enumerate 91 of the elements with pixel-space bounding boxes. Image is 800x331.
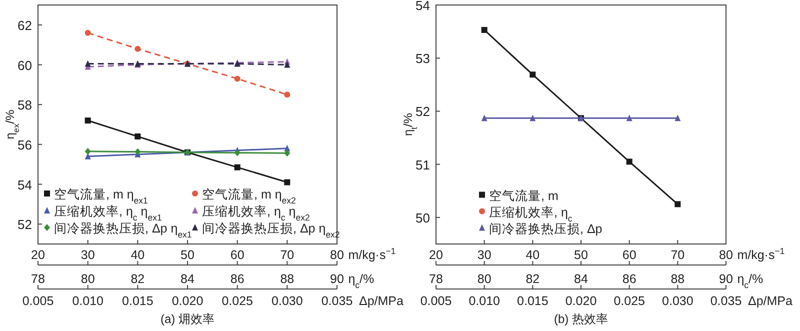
y-tick-label: 53 [416, 51, 430, 66]
x-tick-label: 30 [477, 248, 492, 262]
text: 0.010 [468, 294, 500, 308]
legend-label: 空气流量, m η$_{ex1}$ [54, 186, 148, 206]
text: (a) 㶲效率 [160, 312, 214, 326]
x-tick-label: 50 [180, 248, 194, 262]
text: 0.020 [172, 294, 204, 308]
y-tick-label: 52 [18, 217, 32, 232]
point [84, 148, 91, 155]
y-tick-label: 52 [416, 104, 430, 120]
text: 0.025 [222, 294, 254, 308]
x-tick-label: 80 [330, 248, 344, 262]
point [284, 179, 290, 186]
x-tick-label: 30 [80, 248, 95, 262]
text: Δp/MPa [359, 294, 404, 308]
point [84, 118, 91, 124]
x-tick-label: 40 [526, 248, 540, 262]
text: (b) 热效率 [554, 312, 608, 326]
y-tick-label: 54 [18, 177, 32, 192]
point [481, 26, 488, 33]
y-tick-label: 62 [18, 18, 32, 33]
x2-tick-label: 78 [429, 272, 443, 286]
text: 0.015 [517, 294, 548, 308]
legend-label: 间冷器换热压损, Δp [489, 222, 602, 236]
y-tick-label: 51 [416, 157, 430, 172]
x-tick-label: 70 [670, 248, 685, 262]
text: Δp/MPa [748, 294, 793, 308]
point [234, 149, 240, 156]
x2-tick-label: 84 [574, 272, 588, 286]
x2-tick-label: 90 [719, 272, 733, 286]
text: 0.020 [565, 294, 597, 308]
x2-tick-label: 84 [180, 272, 194, 286]
x2-tick-label: 80 [80, 272, 95, 286]
x-tick-label: 50 [574, 248, 588, 262]
legend-label: 间冷器换热压损, Δp η$_{ex1}$ [54, 222, 192, 240]
point [626, 158, 632, 165]
text: 0.005 [420, 294, 452, 308]
point [84, 60, 91, 67]
point [134, 46, 141, 52]
x-axis-title: m/kg·s$^{−1}$ [348, 246, 396, 262]
point [284, 92, 290, 98]
text: 0.030 [272, 294, 303, 308]
x2-axis-title: η$_{c}$/% [348, 272, 374, 290]
point [284, 150, 290, 157]
x-tick-label: 70 [280, 248, 294, 262]
x2-axis-title: η$_{c}$/% [737, 272, 764, 290]
text: 0.030 [662, 294, 694, 308]
x-tick-label: 60 [230, 248, 244, 262]
point [284, 61, 290, 68]
point [674, 114, 681, 122]
y-tick-label: 60 [18, 58, 32, 73]
x-tick-label: 60 [622, 248, 636, 262]
x2-tick-label: 86 [622, 272, 636, 286]
x2-tick-label: 88 [280, 272, 294, 286]
point [530, 72, 536, 78]
x2-tick-label: 78 [31, 272, 45, 286]
y-tick-label: 56 [18, 137, 32, 152]
point [626, 114, 632, 122]
y-tick-label: 50 [416, 210, 430, 226]
legend-label: 压缩机效率, η$_{c}$ [489, 204, 573, 224]
text: 0.025 [614, 294, 646, 308]
y-tick-label: 54 [416, 0, 430, 13]
point [234, 164, 240, 170]
point [234, 76, 240, 82]
legend-label: 空气流量, m [489, 188, 558, 203]
x2-tick-label: 82 [526, 272, 540, 286]
x2-tick-label: 88 [670, 272, 685, 286]
x-tick-label: 20 [429, 248, 443, 262]
point [674, 201, 681, 208]
text: 0.035 [321, 294, 353, 308]
point [84, 30, 91, 36]
legend-label: 压缩机效率, η$_{c}$ η$_{ex1}$ [54, 204, 162, 222]
x2-tick-label: 90 [330, 272, 344, 286]
x-tick-label: 20 [31, 248, 45, 262]
x-axis-title: m/kg·s$^{−1}$ [737, 246, 785, 262]
x2-tick-label: 86 [230, 272, 244, 286]
point [481, 114, 488, 122]
point [134, 148, 141, 156]
text: 0.005 [22, 294, 54, 308]
legend-label: 空气流量, m η$_{ex2}$ [202, 186, 296, 206]
x2-tick-label: 82 [130, 272, 145, 286]
legend-label: 压缩机效率, η$_{c}$ η$_{ex2}$ [202, 204, 310, 222]
text: 0.035 [710, 294, 742, 308]
x2-tick-label: 80 [477, 272, 492, 286]
text: 0.010 [72, 294, 104, 308]
text: 0.015 [122, 294, 154, 308]
y-tick-label: 58 [18, 98, 32, 113]
point [134, 133, 141, 140]
point [530, 114, 536, 122]
x-tick-label: 40 [130, 248, 145, 262]
x-tick-label: 80 [719, 248, 733, 262]
